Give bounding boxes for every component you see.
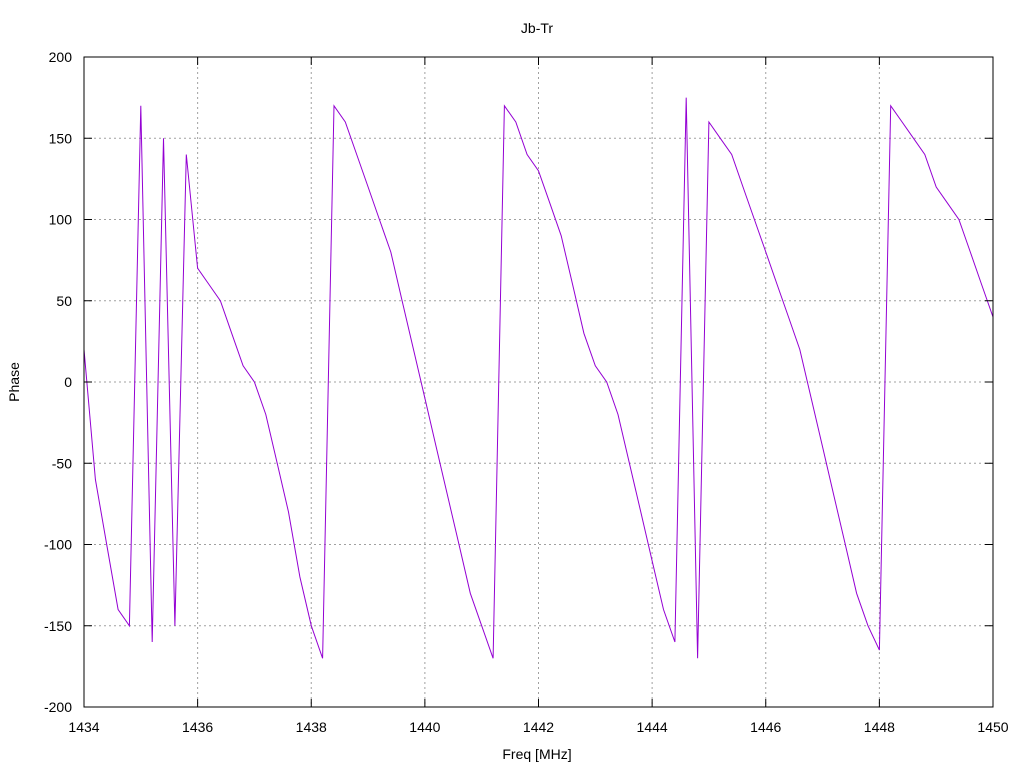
x-tick-label: 1434 bbox=[68, 719, 99, 735]
y-tick-label: -50 bbox=[52, 455, 72, 471]
y-tick-label: -200 bbox=[44, 699, 72, 715]
y-tick-label: 100 bbox=[49, 212, 73, 228]
y-tick-label: -100 bbox=[44, 537, 72, 553]
x-tick-label: 1440 bbox=[409, 719, 440, 735]
x-tick-label: 1438 bbox=[296, 719, 327, 735]
y-tick-label: 0 bbox=[64, 374, 72, 390]
chart-title: Jb-Tr bbox=[521, 20, 553, 36]
x-tick-label: 1444 bbox=[637, 719, 668, 735]
y-tick-label: -150 bbox=[44, 618, 72, 634]
series-line-phase bbox=[83, 97, 994, 659]
x-tick-label: 1436 bbox=[182, 719, 213, 735]
x-tick-label: 1450 bbox=[977, 719, 1008, 735]
x-axis-title: Freq [MHz] bbox=[502, 746, 571, 762]
x-tick-label: 1448 bbox=[864, 719, 895, 735]
x-tick-label: 1442 bbox=[523, 719, 554, 735]
x-tick-label: 1446 bbox=[750, 719, 781, 735]
y-tick-label: 200 bbox=[49, 49, 73, 65]
y-tick-label: 150 bbox=[49, 130, 73, 146]
grid-lines bbox=[84, 57, 993, 707]
y-tick-label: 50 bbox=[56, 293, 72, 309]
y-axis-ticks: -200 -150 -100 -50 0 50 100 150 200 bbox=[44, 49, 993, 715]
x-axis-ticks: 1434 1436 1438 1440 1442 1444 1446 1448 1450 bbox=[68, 57, 1009, 735]
y-axis-title: Phase bbox=[6, 362, 22, 402]
